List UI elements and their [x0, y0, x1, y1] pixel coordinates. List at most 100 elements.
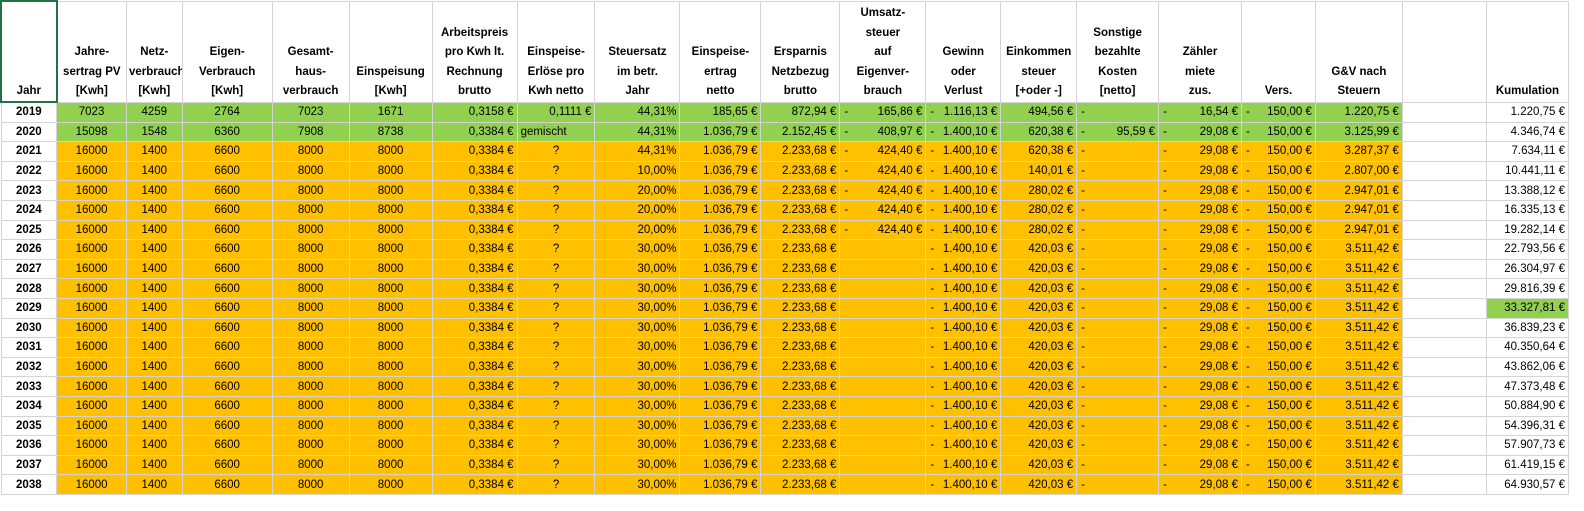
header-cell-gv-nach-steuern[interactable]: G&V nach Steuern [1314, 0, 1403, 103]
cell-jahr[interactable]: 2024 [0, 199, 58, 221]
cell-leer[interactable] [1401, 317, 1487, 339]
cell-versicherung[interactable]: - 150,00 € [1241, 376, 1316, 397]
cell-zaehlermiete[interactable]: - 29,08 € [1158, 474, 1243, 495]
header-cell-gewinn-verlust[interactable]: Gewinn oder Verlust [925, 0, 1002, 103]
header-cell-arbeitspreis[interactable]: Arbeitspreis pro Kwh lt. Rechnung brutto [431, 0, 518, 103]
cell-jahr[interactable]: 2025 [0, 219, 58, 241]
cell-arbeitspreis[interactable]: 0,3384 € [431, 219, 518, 241]
cell-einspeise-erloese[interactable]: ? [516, 199, 596, 221]
cell-leer[interactable] [1401, 435, 1487, 456]
cell-arbeitspreis[interactable]: 0,3384 € [431, 141, 518, 162]
cell-jahr[interactable]: 2038 [0, 474, 58, 495]
cell-jahresertrag[interactable]: 16000 [56, 415, 127, 437]
cell-gesamtverbrauch[interactable]: 7908 [271, 121, 350, 143]
cell-steuersatz[interactable]: 30,00% [594, 337, 681, 358]
cell-gesamtverbrauch[interactable]: 8000 [271, 356, 350, 378]
cell-einspeisung[interactable]: 8000 [348, 180, 433, 201]
cell-sonstige-kosten[interactable]: - [1076, 454, 1160, 476]
cell-versicherung[interactable]: - 150,00 € [1241, 356, 1316, 378]
cell-netzverbrauch[interactable]: 1400 [125, 239, 183, 260]
cell-zaehlermiete[interactable]: - 29,08 € [1158, 239, 1243, 260]
cell-umsatzsteuer[interactable] [839, 454, 927, 476]
cell-einspeisung[interactable]: 8000 [348, 141, 433, 162]
cell-gv[interactable]: 3.511,42 € [1314, 317, 1403, 339]
cell-jahr[interactable]: 2021 [0, 141, 58, 162]
header-cell-jahresertrag-pv[interactable]: Jahre- sertrag PV [Kwh] [56, 0, 127, 103]
cell-zaehlermiete[interactable]: - 29,08 € [1158, 141, 1243, 162]
cell-einkommensteuer[interactable]: 420,03 € [1000, 376, 1078, 397]
cell-einspeise-ertrag[interactable]: 1.036,79 € [679, 180, 762, 201]
cell-kumulation[interactable]: 50.884,90 € [1485, 395, 1570, 417]
cell-einspeise-ertrag[interactable]: 1.036,79 € [679, 278, 762, 299]
cell-jahresertrag[interactable]: 16000 [56, 376, 127, 397]
cell-sonstige-kosten[interactable]: - [1076, 180, 1160, 201]
cell-einspeisung[interactable]: 8000 [348, 454, 433, 476]
cell-arbeitspreis[interactable]: 0,3384 € [431, 474, 518, 495]
cell-eigenverbrauch[interactable]: 6600 [181, 415, 273, 437]
cell-sonstige-kosten[interactable]: - [1076, 219, 1160, 241]
cell-einspeise-ertrag[interactable]: 1.036,79 € [679, 258, 762, 280]
cell-arbeitspreis[interactable]: 0,3384 € [431, 395, 518, 417]
cell-eigenverbrauch[interactable]: 6600 [181, 454, 273, 476]
cell-jahr[interactable]: 2032 [0, 356, 58, 378]
cell-umsatzsteuer[interactable]: - 424,40 € [839, 219, 927, 241]
cell-einspeise-ertrag[interactable]: 1.036,79 € [679, 356, 762, 378]
cell-versicherung[interactable]: - 150,00 € [1241, 199, 1316, 221]
cell-versicherung[interactable]: - 150,00 € [1241, 395, 1316, 417]
cell-gv[interactable]: 3.511,42 € [1314, 415, 1403, 437]
cell-kumulation[interactable]: 64.930,57 € [1485, 474, 1570, 495]
cell-einspeisung[interactable]: 8000 [348, 395, 433, 417]
cell-gewinn[interactable]: -1.400,10 € [925, 297, 1002, 319]
cell-gewinn[interactable]: -1.400,10 € [925, 474, 1002, 495]
cell-einspeise-erloese[interactable]: ? [516, 278, 596, 299]
cell-gesamtverbrauch[interactable]: 8000 [271, 278, 350, 299]
cell-zaehlermiete[interactable]: - 29,08 € [1158, 219, 1243, 241]
cell-jahresertrag[interactable]: 7023 [56, 101, 127, 123]
cell-netzverbrauch[interactable]: 1400 [125, 435, 183, 456]
cell-gewinn[interactable]: -1.400,10 € [925, 278, 1002, 299]
cell-leer[interactable] [1401, 219, 1487, 241]
cell-gv[interactable]: 1.220,75 € [1314, 101, 1403, 123]
cell-gv[interactable]: 3.511,42 € [1314, 376, 1403, 397]
header-cell-einspeisung[interactable]: Einspeisung [Kwh] [348, 0, 433, 103]
cell-leer[interactable] [1401, 415, 1487, 437]
cell-einkommensteuer[interactable]: 420,03 € [1000, 435, 1078, 456]
cell-zaehlermiete[interactable]: - 29,08 € [1158, 395, 1243, 417]
cell-jahresertrag[interactable]: 15098 [56, 121, 127, 143]
cell-steuersatz[interactable]: 20,00% [594, 199, 681, 221]
cell-umsatzsteuer[interactable] [839, 474, 927, 495]
cell-gesamtverbrauch[interactable]: 8000 [271, 180, 350, 201]
cell-kumulation[interactable]: 43.862,06 € [1485, 356, 1570, 378]
cell-gv[interactable]: 2.947,01 € [1314, 219, 1403, 241]
cell-sonstige-kosten[interactable]: - [1076, 141, 1160, 162]
cell-eigenverbrauch[interactable]: 6600 [181, 317, 273, 339]
cell-einspeisung[interactable]: 8000 [348, 297, 433, 319]
cell-zaehlermiete[interactable]: - 29,08 € [1158, 278, 1243, 299]
cell-einspeise-ertrag[interactable]: 1.036,79 € [679, 337, 762, 358]
cell-jahr[interactable]: 2026 [0, 239, 58, 260]
cell-versicherung[interactable]: - 150,00 € [1241, 415, 1316, 437]
cell-gewinn[interactable]: -1.400,10 € [925, 317, 1002, 339]
cell-leer[interactable] [1401, 395, 1487, 417]
cell-kumulation[interactable]: 40.350,64 € [1485, 337, 1570, 358]
cell-einspeise-ertrag[interactable]: 1.036,79 € [679, 141, 762, 162]
cell-jahr[interactable]: 2031 [0, 337, 58, 358]
cell-gewinn[interactable]: -1.116,13 € [925, 101, 1002, 123]
cell-einspeise-ertrag[interactable]: 185,65 € [679, 101, 762, 123]
cell-jahr[interactable]: 2022 [0, 160, 58, 182]
cell-versicherung[interactable]: - 150,00 € [1241, 278, 1316, 299]
cell-einspeise-erloese[interactable]: ? [516, 376, 596, 397]
cell-kumulation[interactable]: 1.220,75 € [1485, 101, 1570, 123]
cell-ersparnis[interactable]: 2.233,68 € [760, 199, 841, 221]
cell-sonstige-kosten[interactable]: - [1076, 258, 1160, 280]
cell-steuersatz[interactable]: 30,00% [594, 239, 681, 260]
cell-jahr[interactable]: 2033 [0, 376, 58, 397]
cell-ersparnis[interactable]: 2.233,68 € [760, 239, 841, 260]
cell-versicherung[interactable]: - 150,00 € [1241, 160, 1316, 182]
cell-jahr[interactable]: 2030 [0, 317, 58, 339]
cell-jahr[interactable]: 2034 [0, 395, 58, 417]
cell-jahresertrag[interactable]: 16000 [56, 258, 127, 280]
cell-gewinn[interactable]: -1.400,10 € [925, 219, 1002, 241]
cell-einspeise-ertrag[interactable]: 1.036,79 € [679, 160, 762, 182]
cell-einspeisung[interactable]: 8000 [348, 474, 433, 495]
